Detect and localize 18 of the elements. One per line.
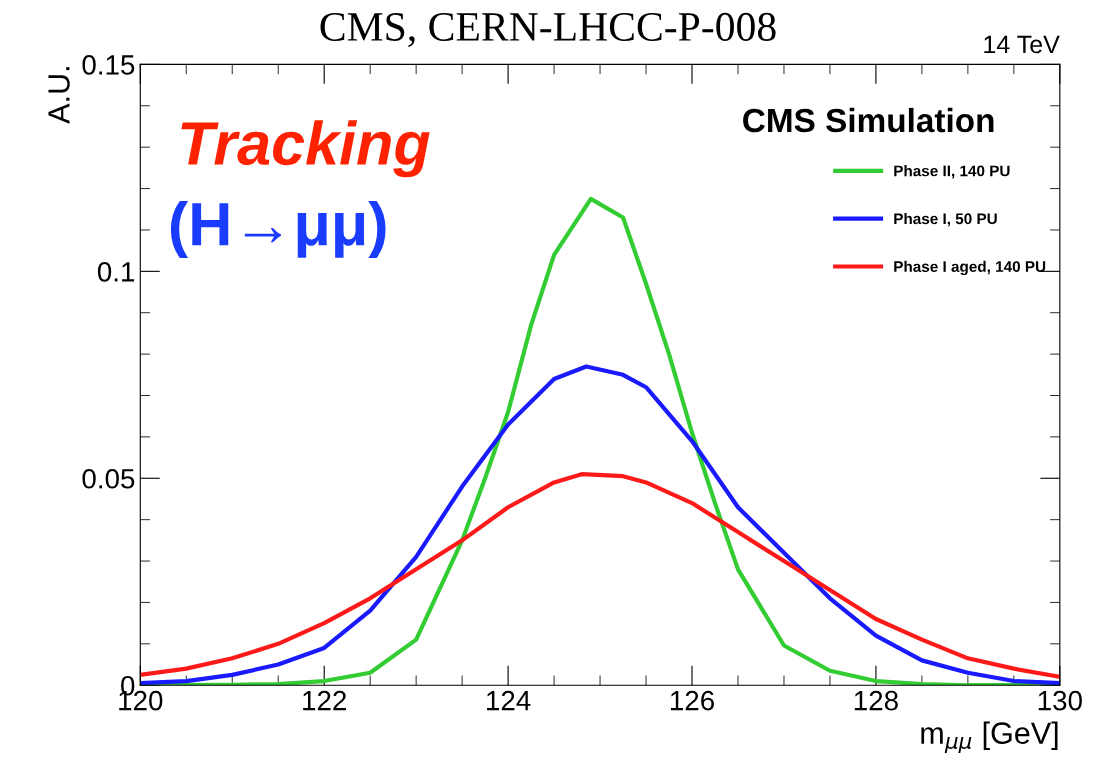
annotation: (H→μμ) [170, 200, 386, 258]
x-tick-label: 128 [854, 690, 898, 711]
x-tick-label: 122 [303, 690, 346, 711]
text: 14 TeV [984, 35, 1060, 54]
annotation: CMS Simulation [743, 107, 994, 133]
x-tick-label: 126 [670, 690, 714, 711]
x-axis-title: m$_{μμ}$ [GeV] [921, 721, 1058, 754]
legend-label: Phase I aged, 140 PU [894, 260, 1046, 276]
x-tick-label: 130 [1038, 690, 1082, 711]
y-tick-label: 0.15 [82, 55, 135, 75]
legend-label: Phase I, 50 PU [894, 212, 997, 227]
legend-label: Phase II, 140 PU [894, 165, 1010, 179]
x-tick-label: 124 [487, 690, 531, 711]
y-tick-label: 0.1 [97, 262, 135, 282]
annotation: Tracking [181, 120, 430, 178]
chart-title: CMS, CERN-LHCC-P-008 [320, 12, 776, 47]
y-tick-label: 0.05 [82, 468, 135, 489]
y-axis-title: A.U. [48, 67, 70, 124]
